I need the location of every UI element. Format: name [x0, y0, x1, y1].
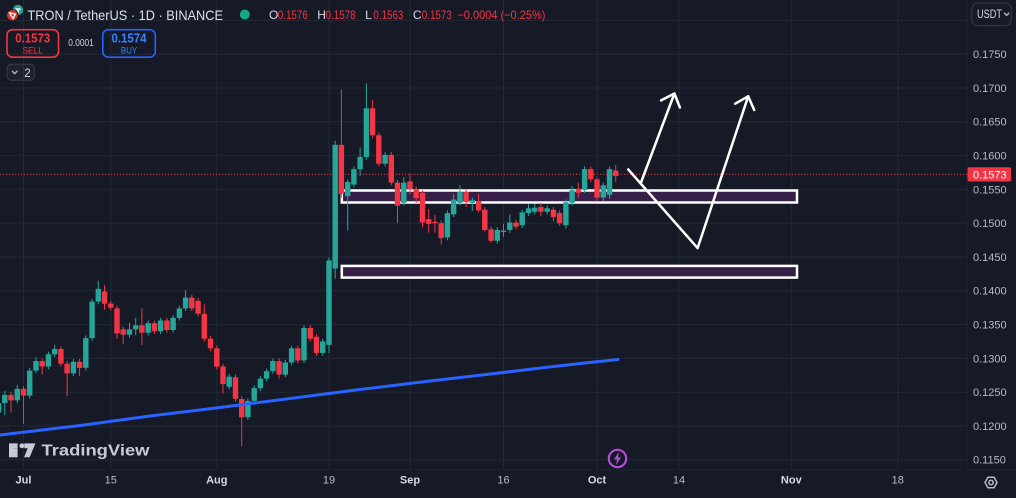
svg-text:2: 2: [24, 68, 30, 80]
svg-text:0.1550: 0.1550: [973, 184, 1007, 196]
svg-text:0.1600: 0.1600: [973, 151, 1007, 163]
svg-text:L: L: [365, 8, 372, 22]
svg-text:SELL: SELL: [22, 46, 43, 57]
svg-text:0.1200: 0.1200: [973, 421, 1007, 433]
svg-text:14: 14: [673, 474, 685, 486]
svg-text:C: C: [413, 8, 422, 22]
svg-text:18: 18: [892, 474, 904, 486]
svg-text:0.1578: 0.1578: [326, 8, 356, 22]
svg-text:0.1700: 0.1700: [973, 83, 1007, 95]
svg-text:16: 16: [497, 474, 509, 486]
svg-text:0.1400: 0.1400: [973, 286, 1007, 298]
svg-text:Nov: Nov: [781, 474, 803, 486]
svg-text:0.1250: 0.1250: [973, 387, 1007, 399]
svg-text:Jul: Jul: [16, 474, 32, 486]
svg-text:0.1750: 0.1750: [973, 49, 1007, 61]
svg-text:H: H: [317, 8, 326, 22]
svg-text:TRON / TetherUS · 1D · BINANCE: TRON / TetherUS · 1D · BINANCE: [28, 7, 224, 23]
svg-text:0.1300: 0.1300: [973, 353, 1007, 365]
svg-text:0.1573: 0.1573: [422, 8, 452, 22]
svg-text:O: O: [269, 8, 278, 22]
svg-text:USDT: USDT: [977, 9, 1002, 21]
svg-text:−0.0004 (−0.25%): −0.0004 (−0.25%): [457, 8, 545, 22]
svg-text:0.1650: 0.1650: [973, 117, 1007, 129]
svg-text:0.1150: 0.1150: [973, 455, 1006, 467]
svg-text:Aug: Aug: [206, 474, 227, 486]
svg-text:0.1574: 0.1574: [112, 32, 147, 46]
svg-text:0.1576: 0.1576: [278, 8, 308, 22]
svg-text:Oct: Oct: [588, 474, 607, 486]
svg-text:0.1500: 0.1500: [973, 218, 1007, 230]
svg-text:0.1350: 0.1350: [973, 320, 1007, 332]
svg-text:0.1573: 0.1573: [15, 32, 50, 46]
svg-text:0.1450: 0.1450: [973, 252, 1007, 264]
svg-text:19: 19: [323, 474, 335, 486]
svg-text:0.1573: 0.1573: [973, 169, 1007, 181]
svg-text:TradingView: TradingView: [42, 442, 151, 459]
svg-text:BUY: BUY: [121, 46, 138, 57]
svg-text:0.0001: 0.0001: [68, 38, 94, 49]
svg-text:Sep: Sep: [400, 474, 420, 486]
svg-text:0.1563: 0.1563: [373, 8, 403, 22]
svg-text:15: 15: [105, 474, 117, 486]
